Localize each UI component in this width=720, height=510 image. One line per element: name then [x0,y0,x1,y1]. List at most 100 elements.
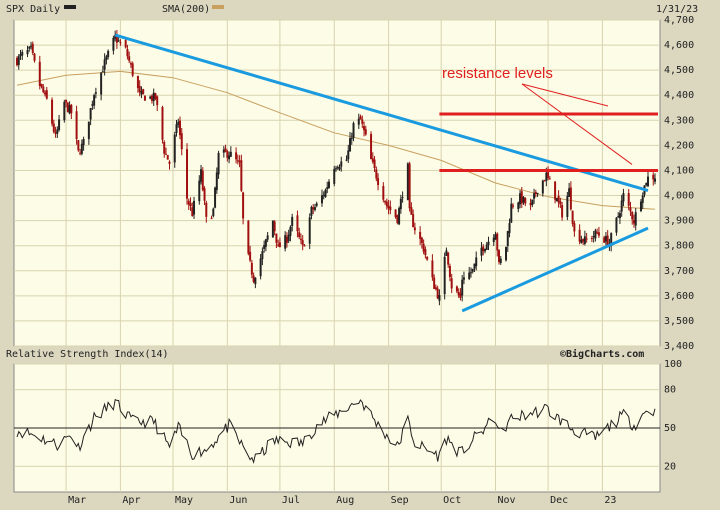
candle-body [536,192,539,194]
candle-body [128,56,131,61]
candle-body [424,249,427,256]
candle-body [51,99,54,124]
price-tick-label: 3,500 [664,316,694,327]
candle-body [324,189,327,198]
candle-body [298,232,301,238]
candle-body [224,148,227,152]
candle-body [101,71,104,73]
candle-body [401,197,404,199]
rsi-title: Relative Strength Index(14) [6,349,169,360]
candle-body [384,200,387,203]
candle-body [140,91,143,95]
candle-body [103,59,106,70]
candle-body [492,237,495,242]
black-swatch-icon [64,5,76,9]
candle-body [52,123,55,133]
candle-body [394,209,397,217]
candle-body [336,167,339,169]
candle-body [597,232,600,236]
candle-body [578,229,581,242]
candle-body [483,248,486,252]
candle-body [571,210,574,224]
trendlines [114,33,649,313]
candle-body [627,193,630,206]
candle-body [431,260,434,278]
gold-swatch-icon [212,5,224,9]
candle-body [645,183,648,186]
candle-body [247,220,250,254]
candle-body [618,213,621,219]
candle-body [533,193,536,199]
candle-body [150,95,153,101]
candle-body [17,56,20,65]
candle-body [58,119,61,131]
candle-body [177,121,180,125]
candle-body [569,187,572,210]
candle-body [520,191,523,204]
candle-body [487,241,490,245]
candle-body [448,265,451,278]
candle-body [131,63,134,76]
candle-body [42,86,45,93]
candle-body [164,153,167,155]
candle-body [554,181,557,200]
candle-body [547,171,550,178]
candle-body [357,118,360,125]
candle-body [214,187,217,208]
candle-body [200,169,203,182]
candle-body [326,187,329,190]
candle-body [89,108,92,120]
candle-body [434,287,437,290]
candle-body [65,99,68,103]
candle-body [203,188,206,201]
candle-body [641,195,644,203]
price-tick-label: 3,900 [664,216,694,227]
candle-body [398,208,401,225]
candle-body [156,96,159,106]
candle-body [229,151,232,157]
sma-label: SMA(200) [162,4,210,15]
candle-body [87,121,90,140]
candle-body [459,293,462,298]
candle-body [557,195,560,203]
candle-body [639,201,642,212]
candle-body [40,84,43,87]
candle-body [471,268,474,272]
candle-body [79,152,82,154]
candle-body [461,279,464,296]
candle-body [410,207,413,215]
candle-body [610,233,613,246]
candle-body [186,149,189,199]
candle-body [126,49,129,57]
candle-body [254,277,257,285]
candle-body [457,292,460,296]
candle-body [252,275,255,282]
price-plot-area [13,19,661,347]
annotation-arrow [521,83,609,107]
candle-body [573,223,576,232]
candle-body [590,238,593,240]
candle-body [469,272,472,274]
candle-body [263,245,266,249]
candle-body [548,178,551,180]
rsi-tick-label: 50 [664,423,676,434]
candle-body [426,257,429,260]
candle-body [63,101,66,121]
candle-body [275,233,278,243]
candle-body [596,232,599,234]
candle-body [82,139,85,146]
candle-body [100,72,103,95]
candle-body [603,237,606,243]
candle-body [347,150,350,160]
candle-body [412,214,415,227]
candle-body [632,220,635,224]
candle-body [480,247,483,256]
rsi-line [16,398,656,464]
candle-body [583,236,586,244]
month-tick-label: Apr [122,495,140,506]
candle-body [322,194,325,196]
candle-body [396,215,399,223]
candle-body [152,92,155,102]
candle-body [473,263,476,269]
